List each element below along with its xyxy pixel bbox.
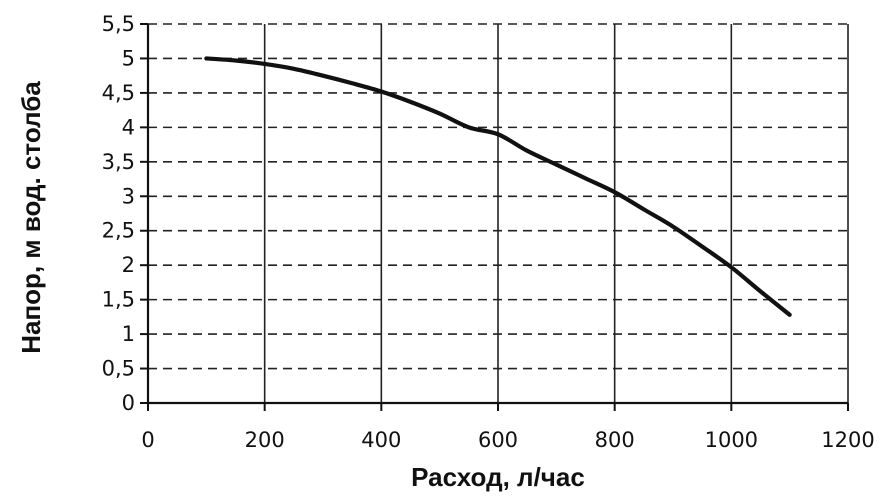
x-tick-label-400: 400 <box>361 428 401 452</box>
x-tick-label-200: 200 <box>245 428 285 452</box>
y-tick-label-0: 0 <box>122 391 135 415</box>
y-tick-label-11: 5,5 <box>102 12 135 36</box>
y-tick-label-1: 0,5 <box>102 357 135 381</box>
y-tick-label-9: 4,5 <box>102 81 135 105</box>
y-tick-label-7: 3,5 <box>102 150 135 174</box>
axes <box>140 23 849 411</box>
x-tick-label-600: 600 <box>478 428 518 452</box>
y-tick-labels: 0 0,5 1 1,5 2 2,5 3 3,5 4 4,5 5 5,5 <box>102 12 135 415</box>
y-axis-title: Напор, м вод. столба <box>16 81 46 354</box>
x-tick-label-1000: 1000 <box>705 428 758 452</box>
y-tick-label-10: 5 <box>122 46 135 70</box>
x-tick-label-0: 0 <box>141 428 154 452</box>
x-tick-labels: 0 200 400 600 800 1000 1200 <box>141 428 874 452</box>
x-tick-label-1200: 1200 <box>821 428 874 452</box>
y-tick-label-4: 2 <box>122 253 135 277</box>
x-tick-label-800: 800 <box>595 428 635 452</box>
x-axis-title: Расход, л/час <box>411 462 585 492</box>
horizontal-gridlines <box>148 23 848 370</box>
y-tick-label-3: 1,5 <box>102 288 135 312</box>
y-tick-label-6: 3 <box>122 184 135 208</box>
y-tick-label-8: 4 <box>122 115 135 139</box>
y-tick-label-2: 1 <box>122 322 135 346</box>
data-series <box>204 56 792 317</box>
y-tick-label-5: 2,5 <box>102 219 135 243</box>
series-line-0 <box>204 56 792 317</box>
vertical-gridlines <box>263 24 849 403</box>
